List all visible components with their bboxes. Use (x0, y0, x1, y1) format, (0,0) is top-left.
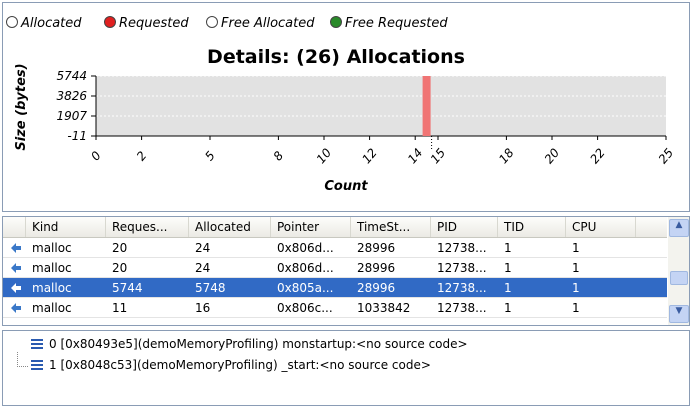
scrollbar[interactable]: ▲ ▼ (668, 217, 689, 325)
table-cell: 24 (195, 241, 211, 255)
legend-label[interactable]: Allocated (20, 16, 82, 31)
chart-panel: Allocated Requested Free Allocated Free Req… (2, 2, 690, 212)
table-cell: malloc (32, 301, 72, 315)
table-header: Kind Reques... Allocated Pointer TimeSt... PI… (3, 217, 667, 238)
frame-icon (31, 339, 43, 350)
header-cell[interactable]: Allocated (189, 217, 271, 237)
x-tick-label: 5 (202, 149, 218, 164)
table-cell: 12738... (437, 261, 487, 275)
x-tick-label: 12 (359, 146, 380, 167)
legend-marker[interactable] (104, 16, 116, 28)
x-tick-label: 25 (656, 146, 677, 167)
table-cell: 12738... (437, 281, 487, 295)
header-cell[interactable]: CPU (566, 217, 636, 237)
x-tick-label: 0 (88, 148, 104, 163)
table-cell: 1 (504, 281, 512, 295)
table-cell: 1 (572, 241, 580, 255)
scroll-down[interactable]: ▼ (669, 305, 689, 323)
legend-marker[interactable] (330, 16, 342, 28)
table-cell: malloc (32, 261, 72, 275)
table-body: malloc 20 24 0x806d... 28996 12738... 1 1 malloc… (3, 238, 667, 325)
table-cell: 16 (195, 301, 211, 315)
row-icon (11, 283, 21, 293)
x-tick-label: 14 (405, 146, 426, 167)
table-cell: 24 (195, 261, 211, 275)
frame-icon (31, 360, 43, 371)
table-cell: 0x806d... (277, 241, 334, 255)
x-tick-label: 20 (542, 145, 563, 166)
header-cell[interactable]: PID (431, 217, 498, 237)
header-cell[interactable]: Kind (26, 217, 106, 237)
table-cell: 1033842 (357, 301, 411, 315)
y-axis-title: Size (bytes) (14, 63, 29, 150)
table-cell: malloc (32, 281, 72, 295)
plot-area (96, 76, 666, 136)
table-cell: 12738... (437, 241, 487, 255)
table-cell: 0x805a... (277, 281, 334, 295)
x-tick-label: 10 (314, 145, 335, 166)
x-tick-label: 15 (428, 146, 449, 167)
table-cell: 1 (572, 301, 580, 315)
table-row[interactable]: malloc 11 16 0x806c... 1033842 12738... 1 1 (3, 298, 667, 318)
table-cell: 1 (572, 281, 580, 295)
legend-marker[interactable] (6, 16, 18, 28)
x-tick-label: 22 (587, 146, 608, 167)
header-cell[interactable]: TID (498, 217, 566, 237)
header-cell[interactable] (3, 217, 26, 237)
y-tick-label: 3826 (56, 89, 87, 103)
legend-label[interactable]: Free Requested (345, 16, 448, 31)
stack-trace: 0 [0x80493e5](demoMemoryProfiling) monst… (2, 330, 690, 406)
table-cell: 12738... (437, 301, 487, 315)
header-cell[interactable]: Pointer (271, 217, 351, 237)
row-icon (11, 303, 21, 313)
allocation-table: Kind Reques... Allocated Pointer TimeSt... PI… (2, 216, 690, 326)
chart-title: Details: (26) Allocations (207, 46, 465, 68)
table-cell: 28996 (357, 261, 396, 275)
legend-label[interactable]: Free Allocated (221, 16, 315, 31)
scroll-thumb[interactable] (670, 271, 688, 285)
table-cell: 5744 (112, 281, 143, 295)
table-cell: 1 (504, 301, 512, 315)
scroll-up[interactable]: ▲ (669, 219, 689, 237)
table-cell: 0x806c... (277, 301, 333, 315)
table-cell: 1 (504, 241, 512, 255)
table-row[interactable]: malloc 20 24 0x806d... 28996 12738... 1 1 (3, 238, 667, 258)
row-icon (11, 263, 21, 273)
header-cell[interactable]: Reques... (106, 217, 189, 237)
legend-marker[interactable] (206, 16, 218, 28)
table-cell: 28996 (357, 281, 396, 295)
tree-line (17, 352, 28, 367)
x-tick-label: 2 (134, 149, 150, 164)
table-cell: 0x806d... (277, 261, 334, 275)
y-tick-label: 1907 (56, 109, 87, 123)
header-cell[interactable]: TimeSt... (351, 217, 431, 237)
table-cell: 1 (504, 261, 512, 275)
x-tick-label: 8 (271, 148, 287, 163)
table-cell: 28996 (357, 241, 396, 255)
y-tick-label: -11 (67, 129, 87, 143)
stack-frame[interactable]: 0 [0x80493e5](demoMemoryProfiling) monst… (49, 337, 468, 351)
legend-label[interactable]: Requested (119, 16, 189, 31)
table-cell: 11 (112, 301, 128, 315)
table-cell: 1 (572, 261, 580, 275)
x-tick-label: 18 (496, 145, 517, 166)
x-axis-title: Count (324, 179, 368, 194)
stack-frame[interactable]: 1 [0x8048c53](demoMemoryProfiling) _star… (49, 358, 431, 372)
table-cell: malloc (32, 241, 72, 255)
table-row[interactable]: malloc 5744 5748 0x805a... 28996 12738... 1 1 (3, 278, 667, 298)
y-tick-label: 5744 (56, 69, 87, 83)
table-row[interactable]: malloc 20 24 0x806d... 28996 12738... 1 1 (3, 258, 667, 278)
table-cell: 20 (112, 261, 128, 275)
row-icon (11, 243, 21, 253)
bar[interactable] (422, 76, 431, 136)
table-cell: 20 (112, 241, 128, 255)
table-cell: 5748 (195, 281, 226, 295)
chart: Allocated Requested Free Allocated Free Req… (6, 16, 677, 194)
